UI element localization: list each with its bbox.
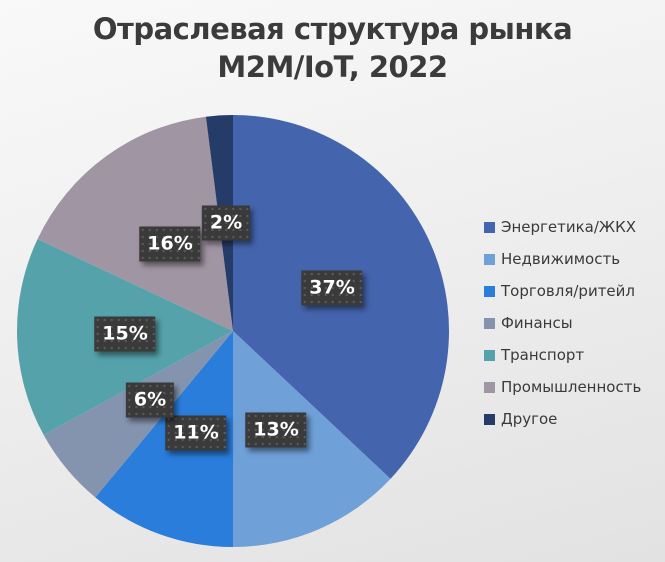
data-label-7: 2%: [201, 205, 251, 241]
legend-label: Промышленность: [501, 378, 642, 396]
pie-slice-6: [37, 116, 234, 331]
data-label-1: 37%: [301, 270, 363, 306]
legend-swatch-icon: [484, 221, 495, 233]
data-label-2: 13%: [245, 412, 307, 448]
legend-swatch-icon: [484, 381, 495, 393]
legend-item-3: Торговля/ритейл: [484, 275, 641, 307]
legend-swatch-icon: [484, 317, 495, 329]
legend-item-7: Другое: [484, 403, 641, 435]
legend-label: Транспорт: [501, 346, 585, 364]
legend-label: Другое: [501, 410, 558, 428]
data-label-6: 16%: [139, 226, 201, 262]
data-label-5: 15%: [94, 316, 156, 352]
legend-swatch-icon: [484, 349, 495, 361]
legend-label: Недвижимость: [501, 250, 621, 268]
legend: Энергетика/ЖКХ Недвижимость Торговля/ритей…: [484, 211, 641, 435]
legend-label: Энергетика/ЖКХ: [501, 218, 637, 236]
data-label-3: 11%: [165, 415, 227, 451]
data-label-4: 6%: [125, 382, 175, 418]
legend-swatch-icon: [484, 285, 495, 297]
chart-title: Отраслевая структура рынка M2M/IoT, 2022: [0, 10, 665, 86]
chart-title-line2: M2M/IoT, 2022: [217, 50, 448, 84]
legend-item-5: Транспорт: [484, 339, 641, 371]
legend-item-1: Энергетика/ЖКХ: [484, 211, 641, 243]
pie-slice-2: [233, 331, 391, 547]
pie-slice-3: [95, 331, 233, 547]
legend-item-4: Финансы: [484, 307, 641, 339]
legend-item-2: Недвижимость: [484, 243, 641, 275]
legend-swatch-icon: [484, 253, 495, 265]
legend-item-6: Промышленность: [484, 371, 641, 403]
legend-label: Финансы: [501, 314, 573, 332]
legend-swatch-icon: [484, 413, 495, 425]
chart-title-line1: Отраслевая структура рынка: [92, 12, 573, 46]
legend-label: Торговля/ритейл: [501, 282, 635, 300]
